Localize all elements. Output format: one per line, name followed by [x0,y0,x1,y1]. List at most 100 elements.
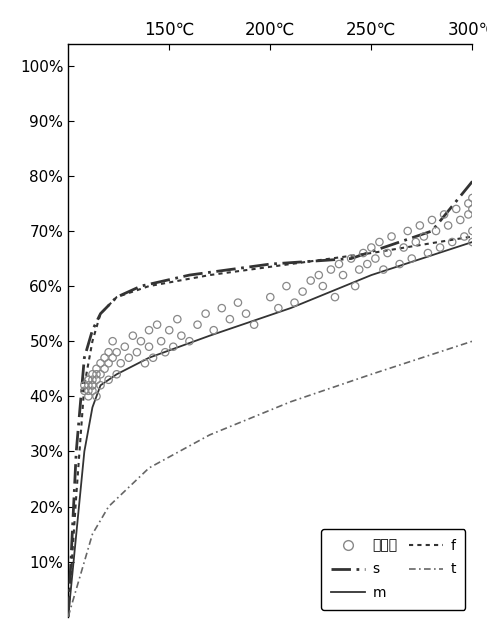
Point [226,314,234,324]
Point [194,320,202,330]
Point [105,347,112,357]
Point [96,380,104,390]
Point [408,254,415,264]
Point [436,242,444,252]
Point [363,259,371,269]
Point [93,369,100,379]
Point [121,342,129,352]
Point [89,369,96,379]
Point [250,320,258,330]
Point [444,221,452,231]
Point [80,380,88,390]
Point [105,358,112,368]
Point [468,204,476,214]
Point [145,342,153,352]
Point [456,215,464,225]
Point [113,369,121,379]
Point [327,265,335,275]
Point [133,347,141,357]
Point [266,292,274,302]
Point [400,242,408,252]
Point [105,375,112,385]
Point [85,386,93,396]
Point [299,287,306,297]
Point [351,281,359,291]
Point [468,226,476,236]
Point [80,386,88,396]
Point [210,325,218,335]
Point [157,336,165,346]
Point [109,336,116,346]
Point [85,391,93,401]
Point [282,281,290,291]
Point [448,237,456,247]
Point [335,259,343,269]
Point [396,259,404,269]
Point [129,331,137,341]
Point [452,204,460,214]
Point [145,325,153,335]
Point [424,248,432,258]
Point [460,232,468,242]
Point [161,347,169,357]
Point [384,248,392,258]
Point [96,358,104,368]
Point [416,221,424,231]
Point [89,380,96,390]
Point [432,226,440,236]
Point [93,364,100,374]
Point [166,325,173,335]
Point [85,375,93,385]
Point [359,248,367,258]
Point [125,353,132,363]
Point [339,270,347,280]
Point [93,391,100,401]
Point [113,347,121,357]
Point [347,254,355,264]
Point [153,320,161,330]
Point [468,237,476,247]
Point [428,215,436,225]
Point [137,336,145,346]
Point [109,353,116,363]
Point [234,298,242,308]
Point [375,237,383,247]
Point [141,358,149,368]
Point [372,254,379,264]
Point [388,232,395,242]
Point [379,265,387,275]
Point [465,209,472,219]
Point [307,275,315,285]
Point [96,369,104,379]
Point [101,364,109,374]
Point [93,375,100,385]
Point [315,270,323,280]
Point [412,237,420,247]
Point [186,336,193,346]
Point [275,303,282,313]
Point [356,265,363,275]
Point [218,303,225,313]
Point [117,358,125,368]
Point [420,232,428,242]
Point [202,308,209,318]
Point [465,199,472,209]
Point [85,380,93,390]
Point [367,242,375,252]
Point [149,353,157,363]
Point [404,226,412,236]
Point [440,209,448,219]
Point [89,380,96,390]
Point [89,386,96,396]
Point [85,375,93,385]
Point [291,298,299,308]
Point [468,193,476,203]
Point [331,292,339,302]
Point [169,342,177,352]
Point [101,353,109,363]
Point [173,314,181,324]
Point [242,308,250,318]
Point [319,281,327,291]
Legend: 实测点, s, m, f, t: 实测点, s, m, f, t [321,529,466,610]
Point [89,375,96,385]
